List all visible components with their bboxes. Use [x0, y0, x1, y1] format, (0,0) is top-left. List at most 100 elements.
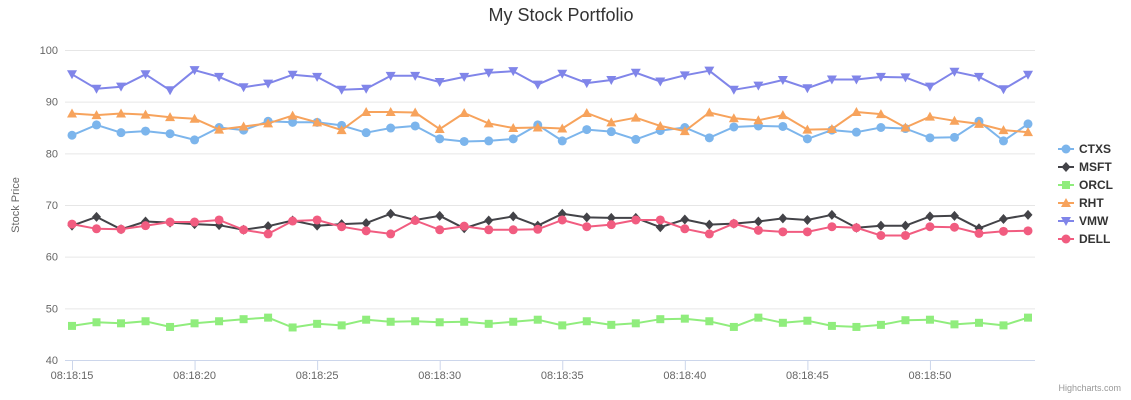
data-point-vmw[interactable]: [140, 70, 151, 80]
data-point-vmw[interactable]: [753, 81, 764, 91]
legend-symbol-vmw[interactable]: [1061, 217, 1071, 226]
data-point-dell[interactable]: [1023, 226, 1033, 236]
data-point-ctxs[interactable]: [998, 136, 1008, 146]
data-point-rht[interactable]: [385, 107, 396, 116]
data-point-ctxs[interactable]: [165, 129, 175, 139]
data-point-dell[interactable]: [851, 223, 861, 233]
data-point-orcl[interactable]: [337, 321, 346, 330]
data-point-ctxs[interactable]: [92, 120, 102, 130]
data-point-ctxs[interactable]: [876, 123, 886, 132]
data-point-orcl[interactable]: [950, 320, 959, 329]
data-point-orcl[interactable]: [680, 314, 689, 323]
data-point-dell[interactable]: [876, 230, 886, 240]
data-point-ctxs[interactable]: [435, 134, 445, 144]
data-point-ctxs[interactable]: [582, 125, 592, 135]
data-point-vmw[interactable]: [728, 85, 739, 95]
data-point-dell[interactable]: [753, 225, 763, 235]
data-point-rht[interactable]: [998, 125, 1009, 135]
data-point-rht[interactable]: [532, 122, 543, 132]
data-point-orcl[interactable]: [190, 319, 199, 328]
data-point-dell[interactable]: [557, 215, 567, 225]
data-point-orcl[interactable]: [264, 313, 273, 322]
data-point-rht[interactable]: [1023, 127, 1033, 137]
data-point-rht[interactable]: [753, 115, 764, 125]
data-point-vmw[interactable]: [704, 66, 715, 76]
data-point-orcl[interactable]: [460, 317, 469, 326]
legend-symbol-rht[interactable]: [1061, 198, 1071, 207]
data-point-vmw[interactable]: [777, 75, 788, 85]
data-point-rht[interactable]: [189, 113, 200, 123]
chart-credit[interactable]: Highcharts.com: [1058, 383, 1121, 393]
data-point-orcl[interactable]: [656, 315, 665, 324]
data-point-dell[interactable]: [435, 225, 445, 235]
legend-item-dell[interactable]: DELL: [1058, 232, 1110, 246]
data-point-vmw[interactable]: [1023, 70, 1033, 80]
data-point-orcl[interactable]: [484, 319, 493, 328]
data-point-rht[interactable]: [606, 117, 617, 127]
data-point-dell[interactable]: [802, 227, 812, 237]
data-point-dell[interactable]: [67, 219, 77, 229]
data-point-dell[interactable]: [263, 229, 273, 239]
data-point-vmw[interactable]: [238, 83, 249, 93]
data-point-msft[interactable]: [435, 210, 445, 221]
data-point-vmw[interactable]: [998, 85, 1009, 95]
data-point-dell[interactable]: [386, 229, 396, 239]
data-point-rht[interactable]: [410, 107, 421, 117]
legend-item-msft[interactable]: MSFT: [1058, 160, 1112, 174]
data-point-vmw[interactable]: [287, 70, 298, 80]
data-point-dell[interactable]: [312, 215, 322, 225]
data-point-ctxs[interactable]: [484, 136, 494, 146]
data-point-msft[interactable]: [827, 209, 837, 220]
data-point-dell[interactable]: [165, 217, 175, 227]
data-point-orcl[interactable]: [827, 321, 836, 330]
data-point-vmw[interactable]: [165, 86, 176, 96]
data-point-orcl[interactable]: [582, 317, 591, 326]
data-point-dell[interactable]: [606, 220, 616, 230]
data-point-vmw[interactable]: [214, 72, 225, 82]
data-point-ctxs[interactable]: [851, 127, 861, 137]
data-point-orcl[interactable]: [729, 322, 738, 331]
data-point-orcl[interactable]: [803, 316, 812, 325]
data-point-ctxs[interactable]: [67, 130, 77, 140]
data-point-msft[interactable]: [753, 216, 763, 227]
data-point-msft[interactable]: [1023, 209, 1033, 220]
data-point-rht[interactable]: [116, 108, 127, 118]
data-point-vmw[interactable]: [410, 71, 421, 81]
data-point-dell[interactable]: [288, 216, 298, 226]
data-point-msft[interactable]: [704, 219, 714, 230]
data-point-rht[interactable]: [483, 118, 494, 128]
legend-symbol-msft[interactable]: [1061, 162, 1071, 172]
data-point-dell[interactable]: [337, 222, 347, 232]
series-line-msft[interactable]: [71, 212, 1029, 231]
data-point-orcl[interactable]: [509, 317, 518, 326]
series-line-orcl[interactable]: [71, 316, 1029, 329]
legend-item-ctxs[interactable]: CTXS: [1058, 142, 1111, 156]
data-point-vmw[interactable]: [826, 75, 837, 85]
data-point-orcl[interactable]: [705, 317, 714, 326]
data-point-msft[interactable]: [484, 215, 494, 226]
data-point-msft[interactable]: [680, 214, 690, 225]
data-point-vmw[interactable]: [949, 67, 960, 77]
series-line-vmw[interactable]: [71, 69, 1029, 92]
legend-item-rht[interactable]: RHT: [1058, 196, 1104, 210]
data-point-dell[interactable]: [484, 225, 494, 235]
legend-item-orcl[interactable]: ORCL: [1058, 178, 1113, 192]
data-point-msft[interactable]: [655, 222, 665, 233]
data-point-dell[interactable]: [998, 226, 1008, 236]
data-point-dell[interactable]: [214, 215, 224, 225]
data-point-orcl[interactable]: [386, 317, 395, 326]
data-point-orcl[interactable]: [631, 319, 640, 328]
data-point-rht[interactable]: [728, 113, 739, 123]
data-point-ctxs[interactable]: [1023, 119, 1033, 129]
data-point-rht[interactable]: [875, 109, 886, 119]
data-point-orcl[interactable]: [313, 319, 322, 328]
data-point-orcl[interactable]: [117, 319, 126, 328]
data-point-ctxs[interactable]: [557, 136, 567, 146]
data-point-orcl[interactable]: [92, 318, 101, 327]
data-point-orcl[interactable]: [607, 320, 616, 329]
data-point-ctxs[interactable]: [704, 133, 714, 143]
data-point-vmw[interactable]: [851, 75, 862, 85]
data-point-rht[interactable]: [508, 123, 519, 133]
data-point-vmw[interactable]: [802, 84, 813, 94]
data-point-vmw[interactable]: [606, 75, 617, 85]
